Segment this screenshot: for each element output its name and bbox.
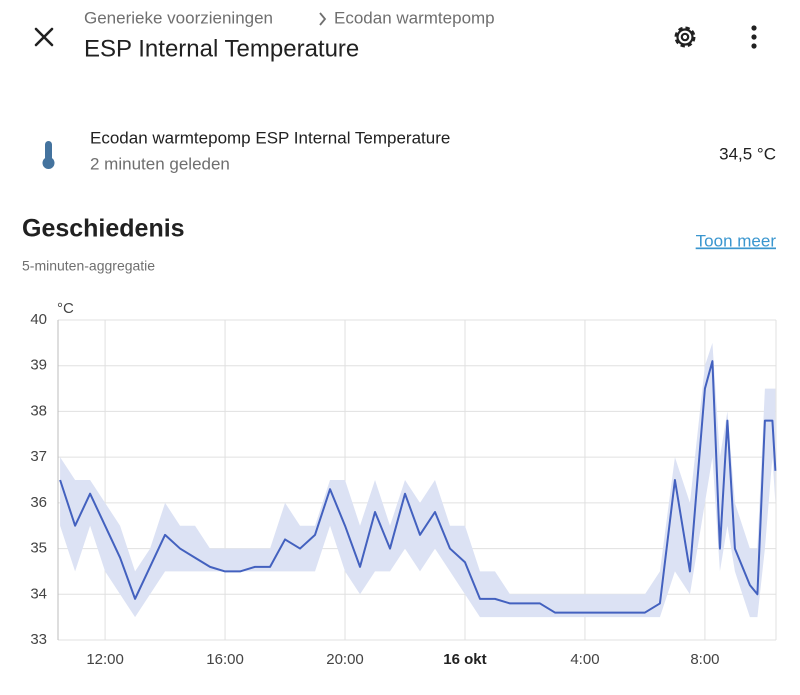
y-tick-label: 34 xyxy=(30,585,47,602)
x-tick-label: 16:00 xyxy=(206,651,244,668)
chart: 33 34 35 36 37 38 39 40 12:00 16:00 20:00 16 okt 4:0… xyxy=(30,300,777,668)
x-tick-label: 16 okt xyxy=(443,651,486,668)
page-title: ESP Internal Temperature xyxy=(84,35,359,62)
x-tick-label: 20:00 xyxy=(326,651,364,668)
breadcrumb[interactable]: Generieke voorzieningen xyxy=(84,8,273,27)
breadcrumb-separator xyxy=(319,12,327,26)
settings-button[interactable] xyxy=(674,26,696,48)
menu-button[interactable] xyxy=(751,25,757,49)
y-tick-label: 33 xyxy=(30,631,47,648)
thermometer-icon xyxy=(42,141,55,169)
y-tick-label: 37 xyxy=(30,448,47,465)
show-more-link[interactable]: Toon meer xyxy=(696,231,777,250)
section-subtitle: 5-minuten-aggregatie xyxy=(22,258,155,274)
min-max-band xyxy=(60,342,776,618)
entity-name[interactable]: Ecodan warmtepomp ESP Internal Temperatu… xyxy=(90,128,450,147)
section-title: Geschiedenis xyxy=(22,215,185,243)
entity-state: 34,5 °C xyxy=(719,144,776,163)
data-line xyxy=(59,360,777,614)
x-tick-label: 8:00 xyxy=(690,651,719,668)
y-tick-label: 35 xyxy=(30,540,47,557)
y-tick-label: 38 xyxy=(30,402,47,419)
x-tick-label: 12:00 xyxy=(86,651,124,668)
breadcrumb[interactable]: Ecodan warmtepomp xyxy=(334,8,495,27)
last-changed: 2 minuten geleden xyxy=(90,154,230,173)
x-tick-label: 4:00 xyxy=(570,651,599,668)
close-button[interactable] xyxy=(34,27,54,47)
y-axis-unit: °C xyxy=(57,300,74,317)
y-tick-label: 36 xyxy=(30,494,47,511)
y-tick-label: 39 xyxy=(30,357,47,374)
y-tick-label: 40 xyxy=(30,311,47,328)
